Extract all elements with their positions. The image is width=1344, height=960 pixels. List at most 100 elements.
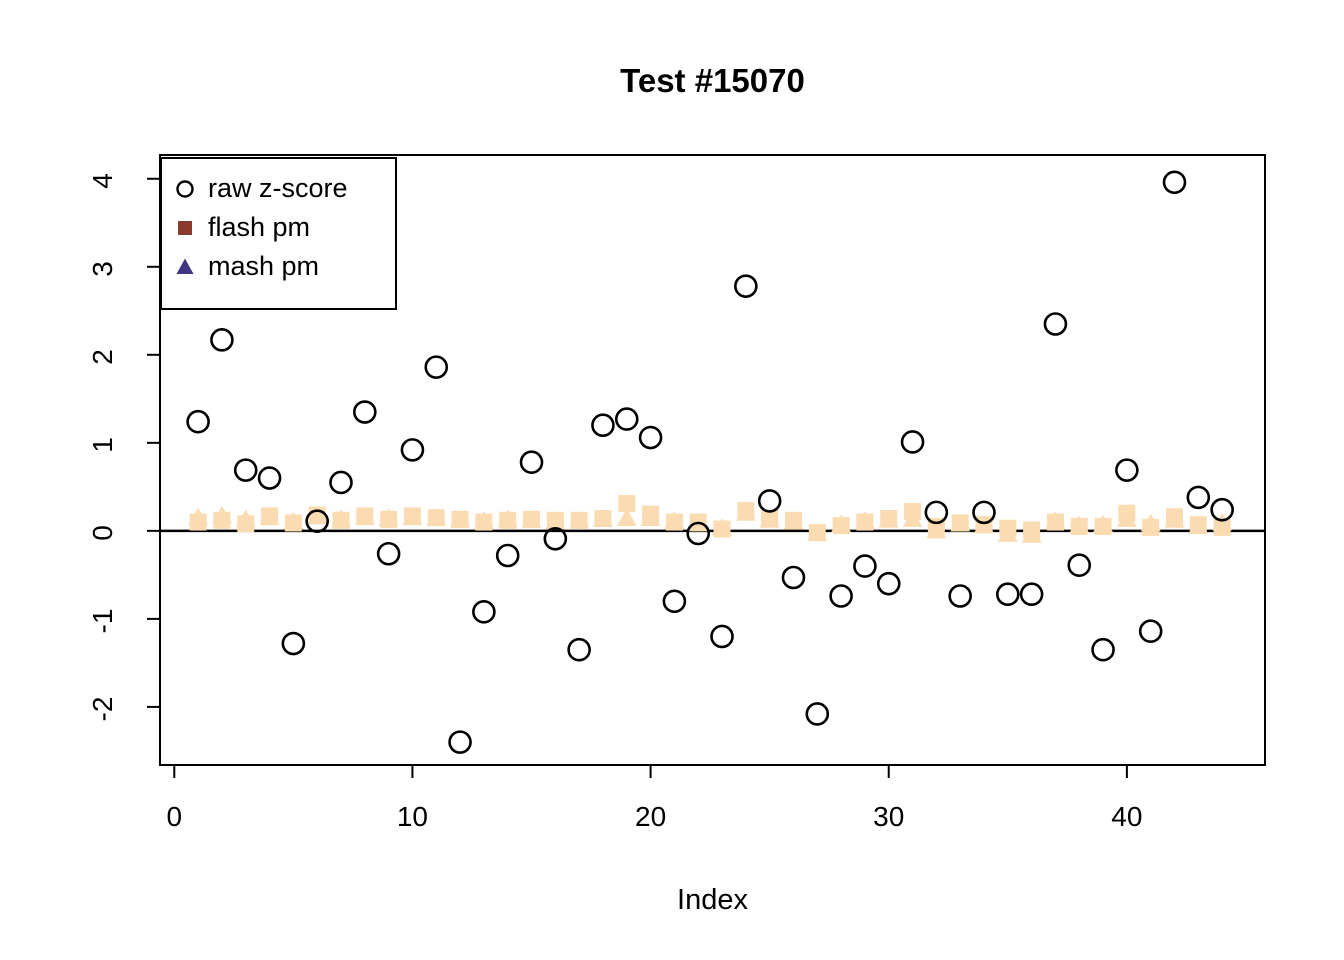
raw-z-score-point [495, 543, 520, 568]
legend: raw z-score flash pm mash pm [160, 157, 397, 310]
mash-pm-point [664, 511, 685, 529]
raw-z-score-point [186, 409, 210, 434]
mash-pm-point [1164, 510, 1185, 528]
raw-z-score-point [281, 631, 306, 656]
raw-z-score-point [233, 458, 258, 482]
raw-z-score-point [1019, 582, 1044, 607]
raw-z-score-point [1091, 637, 1115, 662]
raw-z-score-point [686, 521, 711, 546]
raw-z-score-point [614, 407, 639, 431]
mash-pm-point [950, 513, 971, 532]
mash-pm-point [854, 511, 875, 529]
mash-pm-point [188, 507, 209, 526]
y-tick-label: 0 [87, 525, 118, 541]
raw-z-score-point [567, 637, 591, 662]
raw-z-score-point [805, 702, 830, 726]
plot-border [159, 154, 1266, 766]
mash-pm-triangle-icon [162, 255, 208, 279]
y-tick-label: -1 [87, 608, 118, 634]
raw-z-score-point [972, 500, 996, 525]
mash-pm-point [545, 512, 566, 530]
raw-z-score-point [1115, 458, 1139, 482]
x-tick-label: 10 [396, 801, 428, 832]
raw-z-score-point [353, 400, 377, 424]
legend-label-flash-pm: flash pm [208, 212, 311, 242]
raw-z-score-point [734, 274, 758, 298]
mash-pm-point [712, 518, 733, 536]
flash-pm-square-icon [162, 216, 208, 240]
raw-z-score-circle-icon [162, 177, 208, 201]
raw-z-score-point [210, 328, 234, 352]
mash-pm-point [402, 507, 423, 526]
mash-pm-point [878, 510, 899, 528]
raw-z-score-point [400, 438, 425, 462]
raw-z-score-point [1162, 170, 1187, 195]
y-tick-label: 3 [87, 261, 118, 277]
raw-z-score-point [900, 430, 925, 454]
raw-z-score-point [519, 450, 544, 475]
mash-pm-point [1069, 515, 1090, 534]
raw-z-score-point [853, 554, 877, 578]
raw-z-score-point [257, 466, 282, 490]
mash-pm-point [1045, 511, 1066, 529]
raw-z-score-point [710, 624, 734, 649]
mash-pm-point [259, 507, 280, 526]
raw-z-score-point [1043, 312, 1068, 336]
raw-z-score-point [424, 355, 449, 379]
x-tick-label: 30 [873, 801, 905, 832]
raw-z-score-point [876, 571, 901, 596]
mash-pm-point [235, 509, 256, 527]
raw-z-score-point [305, 509, 329, 533]
y-tick-label: 4 [87, 172, 118, 189]
mash-pm-point [735, 503, 756, 521]
mash-pm-point [330, 509, 351, 527]
raw-z-score-point [448, 730, 472, 754]
y-tick-label: 2 [87, 349, 118, 365]
raw-z-score-point [472, 600, 496, 624]
raw-z-score-point [757, 489, 782, 513]
raw-z-score-point [543, 526, 568, 551]
x-axis-label: Index [677, 884, 748, 916]
mash-pm-point [521, 510, 542, 528]
mash-pm-point [997, 524, 1018, 542]
mash-pm-point [592, 509, 613, 527]
mash-pm-point [1021, 525, 1042, 543]
mash-pm-point [1212, 512, 1233, 531]
chart-title: Test #15070 [620, 62, 805, 99]
raw-z-score-point [638, 425, 663, 450]
mash-pm-point [426, 508, 447, 527]
mash-pm-point [1140, 513, 1161, 532]
x-tick-label: 20 [635, 801, 667, 832]
raw-z-score-point [924, 500, 949, 525]
mash-pm-point [902, 509, 923, 527]
mash-pm-point [1093, 514, 1114, 533]
raw-z-score-point [1138, 619, 1163, 644]
mash-pm-point [497, 509, 518, 527]
raw-z-score-point [329, 470, 353, 495]
mash-pm-point [354, 507, 375, 526]
raw-z-score-point [1210, 497, 1234, 522]
y-tick-label: 1 [87, 437, 118, 453]
mash-pm-point [283, 512, 304, 530]
raw-z-score-point [591, 413, 615, 438]
raw-z-score-point [662, 589, 687, 614]
raw-z-score-point [996, 582, 1020, 607]
mash-pm-point [640, 508, 661, 527]
mash-pm-point [307, 506, 328, 525]
mash-pm-point [616, 508, 637, 527]
mash-pm-point [973, 515, 994, 534]
mash-pm-point [831, 514, 852, 533]
mash-pm-point [926, 520, 947, 539]
raw-z-score-point [781, 565, 806, 590]
raw-z-score-point [829, 584, 853, 608]
x-tick-label: 40 [1111, 801, 1143, 832]
raw-z-score-point [376, 541, 401, 566]
mash-pm-point [807, 523, 828, 541]
legend-item-flash-pm: flash pm [162, 208, 395, 247]
mash-pm-point [450, 510, 471, 528]
mash-pm-point [211, 505, 232, 524]
raw-z-score-point [948, 584, 972, 608]
y-tick-label: -2 [87, 696, 118, 722]
